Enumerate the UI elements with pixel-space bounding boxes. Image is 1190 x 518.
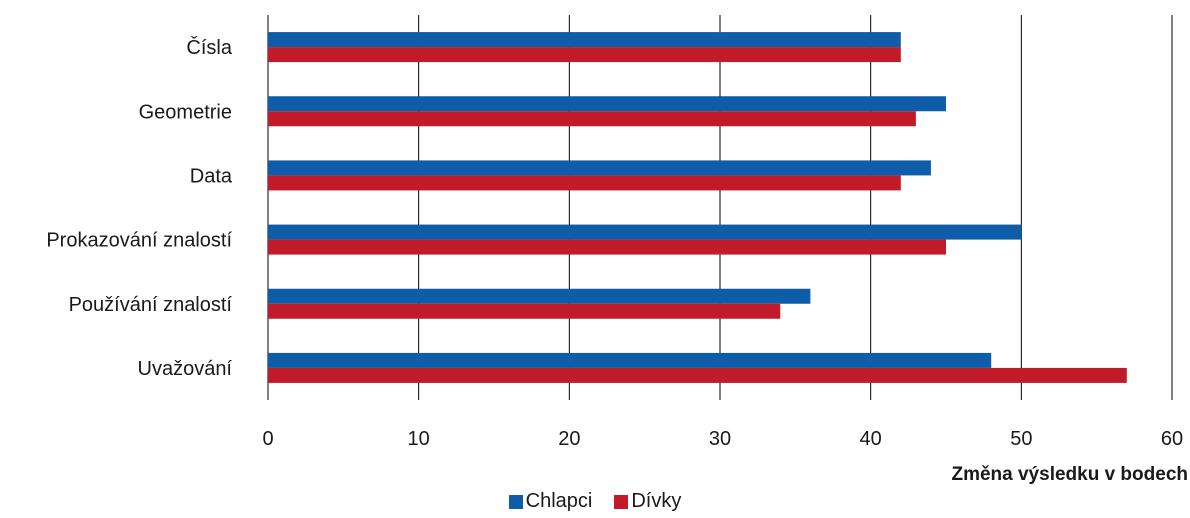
bar-divky bbox=[268, 367, 1127, 383]
bar-divky bbox=[268, 47, 901, 63]
bar-divky bbox=[268, 111, 916, 127]
x-tick-label: 50 bbox=[1010, 428, 1032, 450]
bar-chlapci bbox=[268, 224, 1022, 240]
bar-chart: Čísla Geometrie Data Prokazování znalostí Po… bbox=[46, 15, 1188, 485]
legend-swatch-divky bbox=[614, 494, 629, 509]
category-label: Uvažování bbox=[138, 358, 233, 380]
legend-item-chlapci: Chlapci bbox=[508, 490, 593, 513]
x-tick-label: 10 bbox=[408, 428, 430, 450]
bar-chlapci bbox=[268, 288, 811, 304]
bar-divky bbox=[268, 303, 781, 319]
bar-chlapci bbox=[268, 352, 992, 368]
gridlines bbox=[267, 15, 1173, 400]
x-axis-title: Změna výsledku v bodech bbox=[951, 464, 1188, 485]
bar-divky bbox=[268, 175, 901, 191]
category-label: Prokazování znalostí bbox=[46, 230, 232, 252]
bars bbox=[268, 32, 1127, 383]
bar-divky bbox=[268, 239, 946, 255]
x-tick-label: 60 bbox=[1161, 428, 1183, 450]
x-tick-labels: 0 10 20 30 40 50 60 bbox=[262, 428, 1183, 450]
legend-item-divky: Dívky bbox=[614, 490, 681, 513]
category-labels: Čísla Geometrie Data Prokazování znalostí Po… bbox=[46, 36, 233, 380]
legend-label-divky: Dívky bbox=[631, 490, 682, 512]
category-label: Používání znalostí bbox=[69, 294, 233, 316]
bar-chlapci bbox=[268, 160, 931, 176]
x-tick-label: 0 bbox=[262, 428, 273, 450]
bar-chlapci bbox=[268, 96, 946, 112]
x-tick-label: 20 bbox=[558, 428, 580, 450]
bar-chlapci bbox=[268, 32, 901, 48]
category-label: Čísla bbox=[186, 36, 232, 59]
x-tick-label: 30 bbox=[709, 428, 731, 450]
category-label: Geometrie bbox=[139, 101, 232, 123]
legend-label-chlapci: Chlapci bbox=[525, 490, 593, 512]
legend-swatch-chlapci bbox=[508, 494, 523, 509]
legend: Chlapci Dívky bbox=[0, 490, 1190, 513]
x-tick-label: 40 bbox=[860, 428, 882, 450]
category-label: Data bbox=[190, 165, 233, 187]
